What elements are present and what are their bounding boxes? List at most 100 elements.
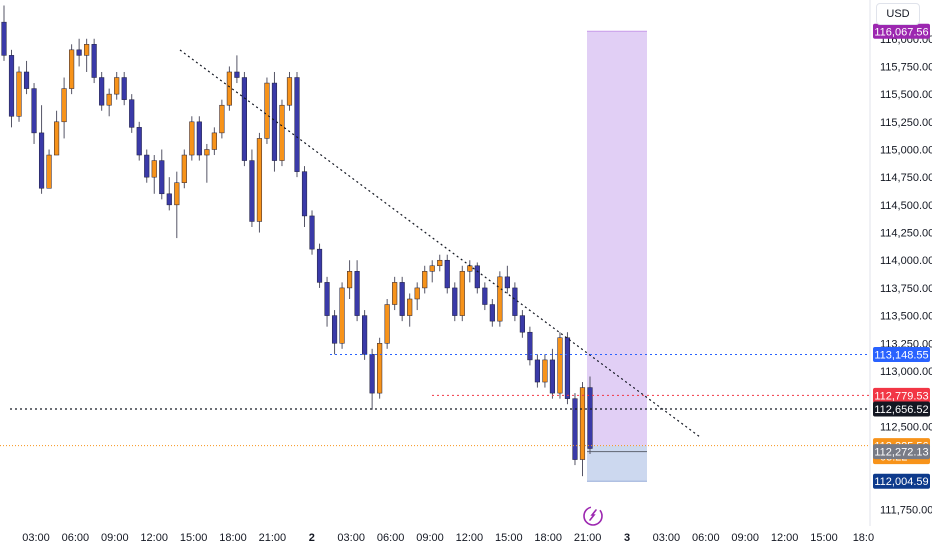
drawing-overlays [0,49,870,447]
target-zone[interactable] [587,31,647,446]
candle [362,310,368,360]
x-tick-label: 12:00 [140,532,168,544]
svg-text:112,272.13: 112,272.13 [874,447,928,459]
price-axis-label: 113,148.55 [873,347,930,363]
downtrend-line[interactable] [179,49,701,438]
candle [121,71,127,106]
x-tick-label: 3 [624,532,630,544]
candlestick-series [1,5,593,477]
y-tick-label: 114,500.00 [880,200,932,212]
x-tick-label: 15:00 [180,532,208,544]
price-axis[interactable]: 116,000.00115,750.00115,500.00115,250.00… [880,34,932,517]
tradingview-logo-icon[interactable] [583,506,603,526]
x-tick-label: 18:0 [853,532,874,544]
candle [557,332,563,399]
price-axis-label: 112,779.53 [873,387,930,403]
y-tick-label: 114,750.00 [880,172,932,184]
candle [189,116,195,161]
candle [542,354,548,388]
y-tick-label: 114,000.00 [880,255,932,267]
y-tick-label: 112,500.00 [880,421,932,433]
x-tick-label: 06:00 [692,532,720,544]
x-tick-label: 09:00 [416,532,444,544]
price-axis-label: 112,656.52 [873,401,930,417]
candle [572,393,578,466]
x-tick-label: 2 [309,532,315,544]
candle [316,243,323,288]
candle [61,77,67,139]
candle [249,149,255,228]
candle [256,132,263,233]
candle [377,337,383,399]
candle [407,293,413,327]
x-tick-label: 03:00 [22,532,50,544]
price-labels: 116,067.56 113,148.55 112,779.53 112,656.52… [873,23,930,489]
candle [474,262,480,294]
x-tick-label: 12:00 [456,532,484,544]
candle [84,38,90,72]
candle [271,71,278,172]
price-axis-label: 112,272.13 [873,444,930,460]
x-tick-label: 21:00 [574,532,602,544]
candle [181,149,187,189]
x-tick-label: 09:00 [101,532,129,544]
candle [226,66,232,111]
time-axis[interactable]: 03:00 06:00 09:00 12:00 15:00 18:00 21:00 2 03:0… [22,532,874,544]
candle [422,265,428,294]
candle [347,260,353,299]
candle [129,94,135,133]
candle [467,260,473,283]
currency-label: USD [886,8,910,20]
candle [151,155,157,194]
candle [286,71,293,111]
candle [54,110,60,156]
candle [459,265,465,322]
candle [8,49,15,128]
candle [196,116,202,161]
currency-selector[interactable]: USD [876,3,920,25]
candle [294,71,300,178]
x-tick-label: 09:00 [731,532,759,544]
candle [219,99,225,139]
candle [519,310,525,338]
candle [46,149,52,189]
x-tick-label: 06:00 [62,532,90,544]
candle [331,310,338,355]
candle [437,254,443,272]
candle [264,77,270,144]
candle [429,260,435,283]
candle [16,66,22,122]
y-tick-label: 113,750.00 [880,283,932,295]
candle [166,177,172,211]
candle [384,298,390,349]
x-tick-label: 18:00 [219,532,247,544]
y-tick-label: 113,000.00 [880,366,932,378]
candle [144,149,150,183]
candle [241,71,247,167]
svg-text:112,779.53: 112,779.53 [874,390,928,402]
candle [392,276,398,311]
candle [234,55,240,84]
price-axis-label: 112,004.59 [873,473,930,489]
svg-text:112,656.52: 112,656.52 [874,404,928,416]
candle [534,354,540,388]
svg-text:112,004.59: 112,004.59 [874,476,928,488]
x-tick-label: 12:00 [771,532,799,544]
candle [91,38,97,84]
candle [31,83,37,144]
candle [99,71,105,111]
candle [369,348,375,410]
candle [69,44,75,95]
y-tick-label: 115,500.00 [880,89,932,101]
x-tick-label: 18:00 [534,532,562,544]
candle [174,171,180,239]
candle [339,282,345,349]
candle [489,298,495,327]
y-tick-label: 115,000.00 [880,144,932,156]
x-tick-label: 15:00 [495,532,523,544]
price-axis-label: 116,067.56 [873,23,930,39]
candle [136,121,142,161]
y-tick-label: 111,750.00 [880,504,932,516]
candle [38,105,45,194]
